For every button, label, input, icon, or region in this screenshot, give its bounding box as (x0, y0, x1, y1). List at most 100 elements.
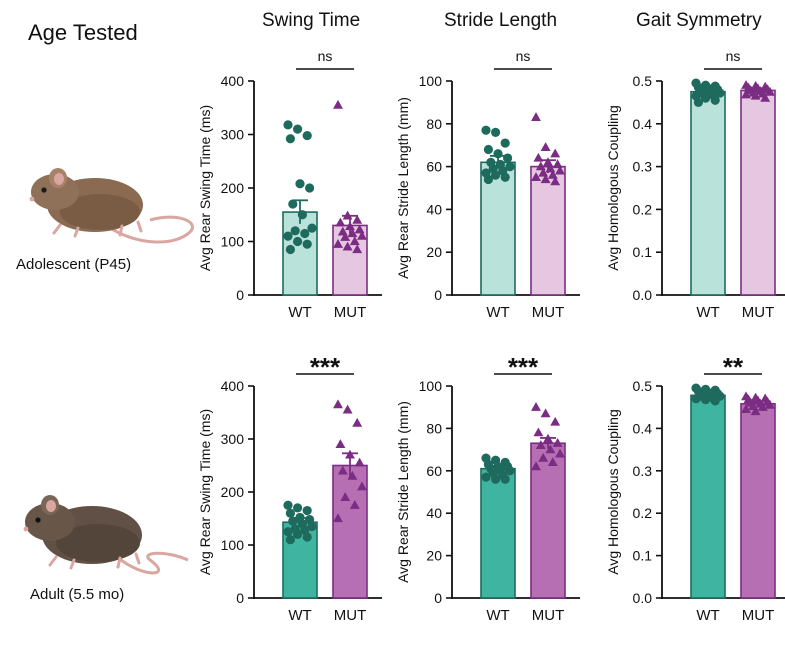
column-title-swing-time: Swing Time (262, 10, 361, 31)
x-tick-label-mut: MUT (742, 607, 775, 624)
x-tick-label-wt: WT (288, 304, 311, 321)
data-point-wt (285, 535, 295, 545)
data-point-wt (500, 172, 510, 182)
bar-wt (690, 394, 726, 599)
data-point-mut (531, 172, 541, 181)
y-tick-label: 0.2 (633, 201, 653, 217)
data-point-mut (538, 452, 549, 462)
data-point-wt (285, 244, 295, 255)
mouse-icon (23, 495, 189, 575)
bar-mut (740, 403, 776, 599)
y-tick-label: 60 (426, 463, 442, 479)
data-point-wt (285, 134, 295, 144)
data-point-mut (333, 513, 343, 523)
y-tick-label: 0 (236, 590, 244, 606)
chart-adolescent-symmetry: 0.0 0.1 0.2 0.3 0.4 0.5 Avg Homologous Couplin… (605, 48, 785, 321)
y-tick-label: 0.2 (633, 505, 653, 521)
y-tick-label: 20 (426, 548, 442, 564)
chart-adult-stride: 0 20 40 60 80 100 Avg Rear Stride Length (mm) W… (395, 352, 580, 624)
data-point-mut (550, 416, 561, 426)
data-point-wt (691, 394, 701, 404)
bar-mut (740, 89, 776, 296)
y-axis-label: Avg Rear Swing Time (ms) (197, 409, 213, 575)
data-point-wt (491, 474, 501, 484)
data-point-mut (540, 174, 551, 184)
y-tick-label: 100 (221, 234, 245, 250)
data-point-wt (483, 144, 493, 155)
data-point-wt (283, 527, 293, 537)
data-point-mut (354, 457, 365, 467)
data-point-mut (531, 402, 541, 411)
x-tick-label-wt: WT (288, 607, 311, 624)
data-point-wt (302, 130, 312, 141)
x-tick-label-mut: MUT (532, 607, 565, 624)
y-tick-label: 0.0 (633, 287, 653, 303)
data-point-wt (302, 532, 312, 542)
data-point-mut (342, 404, 353, 414)
data-point-wt (302, 505, 312, 516)
data-point-mut (540, 142, 551, 151)
data-point-wt (481, 472, 491, 482)
data-point-wt (701, 93, 711, 103)
data-point-mut (352, 214, 363, 224)
y-axis-label: Avg Rear Stride Length (mm) (395, 401, 411, 583)
data-point-wt (283, 120, 293, 130)
chart-adult-symmetry: 0.0 0.1 0.2 0.3 0.4 0.5 Avg Homologous Couplin… (605, 352, 785, 624)
data-point-wt (710, 396, 720, 406)
data-point-mut (760, 92, 771, 102)
data-point-mut (357, 481, 367, 491)
data-point-mut (337, 465, 348, 475)
y-tick-label: 40 (426, 201, 442, 217)
x-tick-label-wt: WT (696, 607, 719, 624)
y-tick-label: 60 (426, 159, 442, 175)
y-tick-label: 100 (419, 73, 443, 89)
bar-mut (530, 165, 566, 296)
y-tick-label: 0 (434, 287, 442, 303)
data-point-mut (340, 492, 351, 501)
data-point-mut (741, 404, 751, 413)
data-point-mut (555, 448, 565, 458)
data-point-wt (283, 500, 293, 510)
data-point-mut (335, 217, 346, 227)
y-tick-label: 0.5 (633, 378, 653, 394)
row-label-title: Age Tested (28, 20, 138, 45)
y-tick-label: 0.0 (633, 590, 653, 606)
data-point-wt (701, 394, 711, 405)
data-point-wt (491, 127, 501, 137)
y-tick-label: 300 (221, 127, 245, 143)
data-point-wt (505, 466, 515, 476)
bar-wt (480, 467, 516, 599)
x-tick-label-mut: MUT (532, 304, 565, 321)
y-tick-label: 0.1 (633, 244, 653, 260)
x-tick-label-wt: WT (696, 304, 719, 321)
data-point-mut (335, 439, 346, 448)
data-point-mut (535, 440, 546, 449)
y-tick-label: 400 (221, 378, 245, 394)
data-point-mut (750, 90, 761, 100)
data-point-mut (349, 500, 360, 509)
data-point-mut (352, 244, 363, 254)
y-tick-label: 20 (426, 244, 442, 260)
data-point-mut (333, 99, 343, 109)
bar-wt (690, 90, 726, 296)
y-axis-label: Avg Homologous Coupling (605, 105, 621, 271)
data-point-mut (352, 417, 363, 427)
data-point-wt (285, 508, 295, 518)
y-tick-label: 0.3 (633, 463, 653, 479)
column-title-gait-symmetry: Gait Symmetry (636, 10, 762, 31)
data-point-wt (503, 153, 513, 163)
data-point-wt (307, 223, 317, 233)
data-point-wt (505, 162, 515, 172)
row-label-adult: Adult (5.5 mo) (30, 586, 125, 603)
data-point-wt (302, 239, 312, 249)
data-point-wt (483, 174, 493, 185)
y-tick-label: 0 (434, 590, 442, 606)
data-point-mut (333, 399, 343, 409)
data-point-mut (349, 236, 360, 246)
y-tick-label: 80 (426, 420, 442, 436)
y-tick-label: 0.4 (633, 116, 653, 132)
x-tick-label-wt: WT (486, 304, 509, 321)
data-point-mut (342, 241, 353, 251)
x-tick-label-mut: MUT (334, 607, 367, 624)
